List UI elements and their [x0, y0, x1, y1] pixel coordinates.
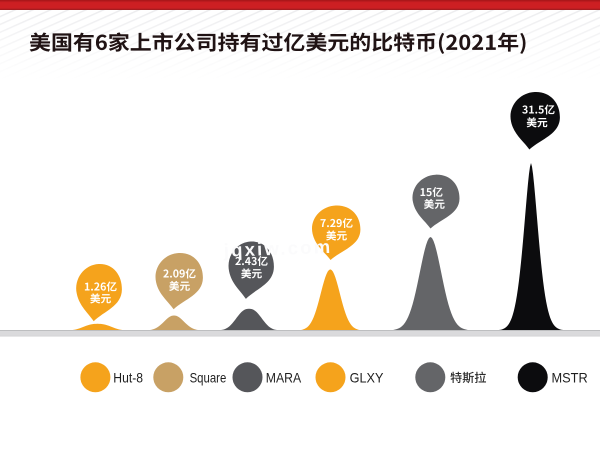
svg-text:Hut-8: Hut-8 — [113, 369, 143, 385]
svg-text:jqxiw.com: jqxiw.com — [222, 236, 332, 261]
svg-text:Square: Square — [190, 369, 227, 385]
svg-text:MSTR: MSTR — [552, 369, 588, 385]
svg-text:GLXY: GLXY — [350, 369, 384, 385]
svg-text:MARA: MARA — [266, 369, 302, 385]
